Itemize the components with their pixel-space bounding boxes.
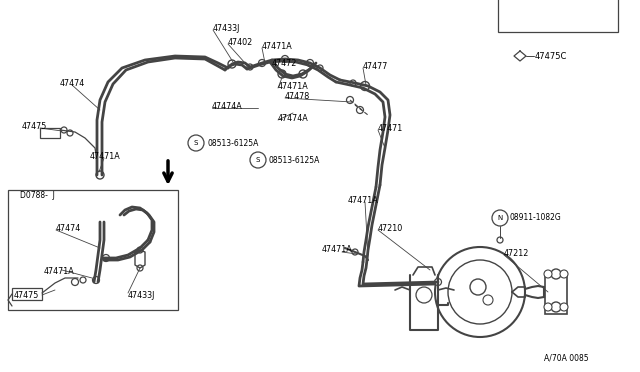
Text: 47471: 47471 xyxy=(378,124,403,132)
Circle shape xyxy=(435,279,442,285)
Circle shape xyxy=(282,55,289,62)
Bar xyxy=(12,288,42,300)
Circle shape xyxy=(137,247,143,253)
Text: 08911-1082G: 08911-1082G xyxy=(510,212,562,221)
Text: A/70A 0085: A/70A 0085 xyxy=(544,353,589,362)
Circle shape xyxy=(317,65,323,71)
Circle shape xyxy=(137,265,143,271)
Text: D0788-  J: D0788- J xyxy=(20,190,55,199)
Text: 08513-6125A: 08513-6125A xyxy=(269,155,321,164)
Text: 47402: 47402 xyxy=(228,38,253,46)
Text: 47210: 47210 xyxy=(378,224,403,232)
Text: 47474: 47474 xyxy=(56,224,81,232)
Text: 47475C: 47475C xyxy=(535,51,568,61)
Text: 47471A: 47471A xyxy=(348,196,379,205)
Text: 47433J: 47433J xyxy=(128,291,156,299)
Circle shape xyxy=(188,135,204,151)
Circle shape xyxy=(247,64,253,70)
Bar xyxy=(498,0,618,32)
Circle shape xyxy=(72,279,79,285)
Text: 47477: 47477 xyxy=(363,61,388,71)
Circle shape xyxy=(346,96,353,103)
Text: S: S xyxy=(256,157,260,163)
Circle shape xyxy=(228,60,236,68)
Bar xyxy=(8,190,178,310)
Bar xyxy=(545,276,567,314)
Circle shape xyxy=(560,303,568,311)
Circle shape xyxy=(356,106,364,113)
Circle shape xyxy=(435,247,525,337)
Bar xyxy=(40,128,60,138)
Circle shape xyxy=(259,60,266,67)
Circle shape xyxy=(544,303,552,311)
Circle shape xyxy=(360,81,369,90)
Circle shape xyxy=(61,127,67,133)
Text: 47475: 47475 xyxy=(22,122,47,131)
Text: 08513-6125A: 08513-6125A xyxy=(207,138,259,148)
Circle shape xyxy=(80,277,86,283)
Text: 47475: 47475 xyxy=(14,291,40,299)
Text: 47478: 47478 xyxy=(285,92,310,100)
Text: 47474A: 47474A xyxy=(212,102,243,110)
Circle shape xyxy=(93,276,99,283)
Circle shape xyxy=(352,249,358,255)
Text: S: S xyxy=(194,140,198,146)
Circle shape xyxy=(299,70,307,78)
Text: 47212: 47212 xyxy=(504,248,529,257)
Circle shape xyxy=(492,210,508,226)
Text: 47433J: 47433J xyxy=(213,23,241,32)
Circle shape xyxy=(102,254,109,262)
Circle shape xyxy=(470,279,486,295)
Circle shape xyxy=(250,152,266,168)
Circle shape xyxy=(278,70,286,78)
Circle shape xyxy=(483,295,493,305)
Text: 47474: 47474 xyxy=(60,78,85,87)
Text: 47471A: 47471A xyxy=(278,81,308,90)
Text: 47471A: 47471A xyxy=(90,151,121,160)
Text: 47474A: 47474A xyxy=(278,113,308,122)
Text: 47471A: 47471A xyxy=(322,246,353,254)
Circle shape xyxy=(551,269,561,279)
Circle shape xyxy=(67,130,73,136)
Circle shape xyxy=(544,270,552,278)
Circle shape xyxy=(96,171,104,179)
Text: 47472: 47472 xyxy=(272,58,298,67)
Circle shape xyxy=(307,60,314,67)
Circle shape xyxy=(416,287,432,303)
Text: 47471A: 47471A xyxy=(44,267,75,276)
Circle shape xyxy=(350,80,356,86)
Text: 47471A: 47471A xyxy=(262,42,292,51)
Circle shape xyxy=(497,237,503,243)
Text: N: N xyxy=(497,215,502,221)
Circle shape xyxy=(448,260,512,324)
Circle shape xyxy=(560,270,568,278)
Circle shape xyxy=(551,302,561,312)
